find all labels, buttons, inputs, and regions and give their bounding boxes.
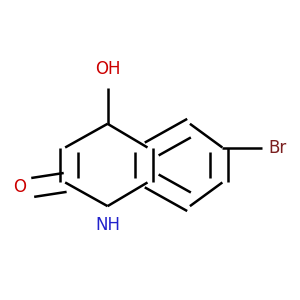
- Text: O: O: [14, 178, 26, 196]
- Text: OH: OH: [95, 60, 120, 78]
- Text: Br: Br: [268, 139, 287, 157]
- Text: NH: NH: [95, 216, 120, 234]
